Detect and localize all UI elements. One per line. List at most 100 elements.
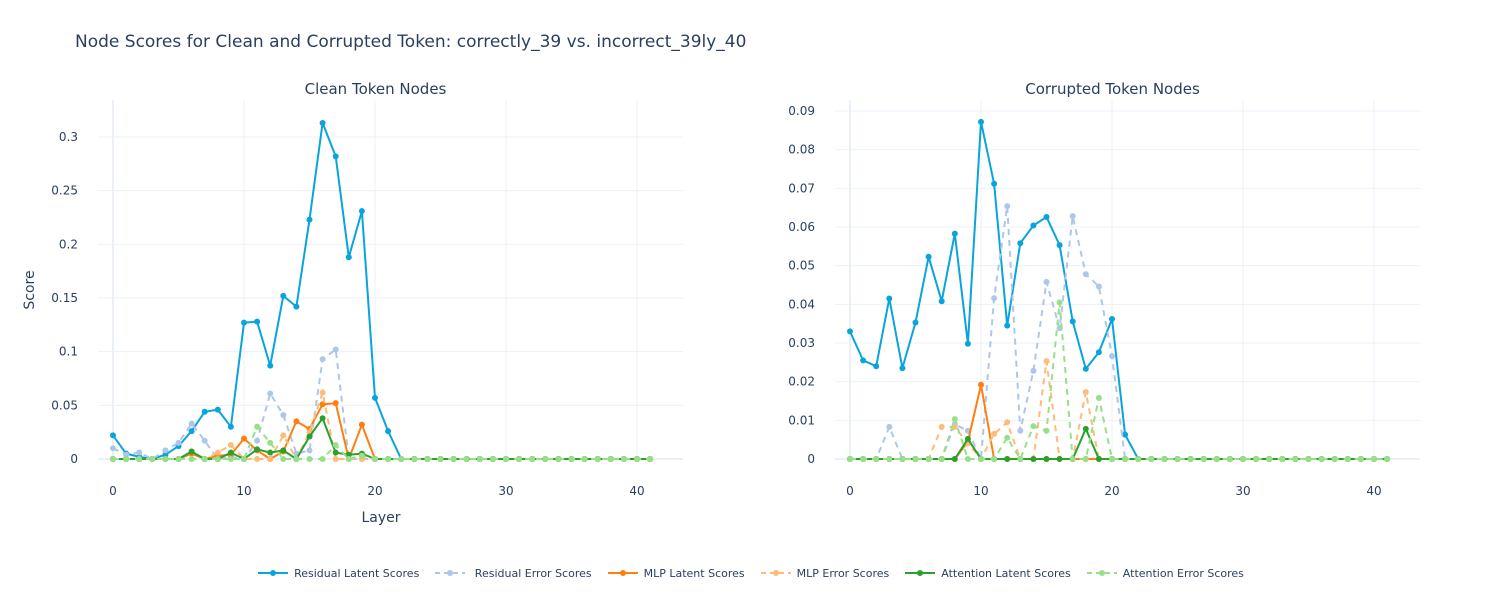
mlp_latent-line — [850, 383, 1388, 460]
attention_error-point — [1266, 456, 1273, 462]
attention_error-point — [227, 456, 234, 462]
legend-label: MLP Error Scores — [796, 566, 890, 580]
mlp_error-point — [227, 442, 234, 449]
residual_error-point — [123, 451, 130, 458]
attention_error-point — [332, 442, 339, 449]
attention_error-point — [1292, 456, 1299, 462]
attention_error-point — [1187, 456, 1194, 462]
attention_error-point — [516, 456, 523, 462]
legend-item-attention-error[interactable]: Attention Error Scores — [1085, 566, 1244, 580]
attention_latent-point — [1043, 456, 1050, 462]
residual_latent-point — [860, 357, 867, 364]
residual_latent-point — [188, 428, 195, 435]
attention_error-point — [1109, 456, 1115, 462]
attention_latent-point — [1095, 456, 1102, 462]
legend-item-residual-latent[interactable]: Residual Latent Scores — [256, 566, 419, 580]
legend-marker — [1098, 570, 1105, 576]
y-tick-label: 0.3 — [59, 130, 78, 144]
attention_latent-point — [345, 451, 352, 458]
legend-item-attention-latent[interactable]: Attention Latent Scores — [903, 566, 1071, 580]
residual_latent-point — [912, 319, 919, 326]
attention_error-point — [437, 456, 444, 462]
x-axis-title: Layer — [361, 510, 400, 526]
attention_error-point — [899, 456, 906, 462]
attention_error-point — [1200, 456, 1207, 462]
attention_latent-point — [188, 448, 195, 455]
attention_error-point — [1043, 427, 1050, 434]
attention_latent-point — [1056, 456, 1063, 462]
y-tick-label: 0.08 — [788, 143, 815, 157]
residual_latent-point — [886, 295, 893, 302]
attention_error-point — [964, 456, 971, 462]
attention_error-point — [542, 456, 549, 462]
attention_error-point — [1384, 456, 1391, 462]
attention_error-point — [385, 456, 392, 462]
residual_latent-point — [332, 153, 339, 160]
residual_latent-point — [110, 432, 116, 439]
attention_error-point — [1004, 434, 1011, 441]
attention_error-point — [581, 456, 588, 462]
residual_latent-point — [991, 180, 998, 187]
residual_latent-point — [372, 394, 378, 401]
attention_error-point — [1371, 456, 1377, 462]
residual_latent-point — [1030, 222, 1037, 229]
attention_error-point — [634, 456, 640, 462]
mlp_latent-point — [978, 381, 984, 388]
attention_error-point — [319, 456, 326, 462]
legend-marker — [619, 570, 626, 576]
attention_latent-line — [850, 427, 1388, 460]
attention_error-point — [1095, 394, 1102, 401]
residual_error-line — [850, 205, 1388, 460]
attention_error-point — [1318, 456, 1325, 462]
attention_error-point — [241, 456, 247, 462]
attention_error-point — [607, 456, 614, 462]
residual_error-point — [1043, 278, 1050, 285]
residual_error-point — [1082, 271, 1089, 278]
residual_error-point — [201, 437, 208, 444]
residual_error-point — [188, 420, 195, 427]
attention_error-point — [463, 456, 470, 462]
legend-swatch — [760, 570, 791, 576]
residual_latent-point — [162, 451, 169, 458]
residual_error-line — [112, 348, 651, 460]
residual_latent-point — [847, 328, 853, 335]
y-tick-label: 0.09 — [788, 104, 815, 118]
legend-label: MLP Latent Scores — [643, 566, 745, 580]
attention_error-point — [1148, 456, 1155, 462]
legend-item-residual-error[interactable]: Residual Error Scores — [433, 566, 592, 580]
attention_error-point — [938, 456, 945, 462]
attention_error-point — [136, 456, 143, 462]
attention_error-point — [1357, 456, 1364, 462]
attention_error-point — [1056, 299, 1063, 306]
panel-title: Clean Token Nodes — [305, 80, 447, 98]
y-tick-label: 0.02 — [788, 375, 815, 389]
mlp_error-point — [280, 432, 287, 439]
residual_latent-point — [227, 423, 234, 430]
attention_latent-point — [1004, 456, 1011, 462]
y-tick-label: 0.05 — [51, 398, 78, 412]
x-tick-label: 30 — [1235, 484, 1250, 498]
residual_latent-point — [1095, 349, 1102, 356]
attention_latent-point — [1030, 456, 1037, 462]
y-tick-label: 0.03 — [788, 336, 815, 350]
mlp_error-point — [1043, 358, 1050, 365]
legend-item-mlp-error[interactable]: MLP Error Scores — [759, 566, 890, 580]
y-tick-label: 0 — [70, 452, 78, 466]
attention_latent-point — [306, 433, 313, 440]
legend-swatch — [258, 570, 289, 576]
residual_error-point — [162, 447, 169, 454]
attention_error-point — [1017, 456, 1024, 462]
mlp_error-point — [332, 456, 339, 462]
y-tick-label: 0.01 — [788, 413, 815, 427]
mlp_error-point — [951, 423, 958, 430]
mlp_error-point — [214, 449, 221, 456]
y-tick-label: 0.1 — [59, 345, 78, 359]
legend-item-mlp-latent[interactable]: MLP Latent Scores — [606, 566, 745, 580]
attention_error-point — [991, 456, 998, 462]
residual_latent-point — [1082, 365, 1089, 372]
attention_error-point — [306, 456, 313, 462]
legend-marker — [917, 570, 924, 576]
residual_latent-line — [112, 122, 651, 460]
attention_latent-point — [280, 447, 287, 454]
attention_error-point — [529, 456, 536, 462]
